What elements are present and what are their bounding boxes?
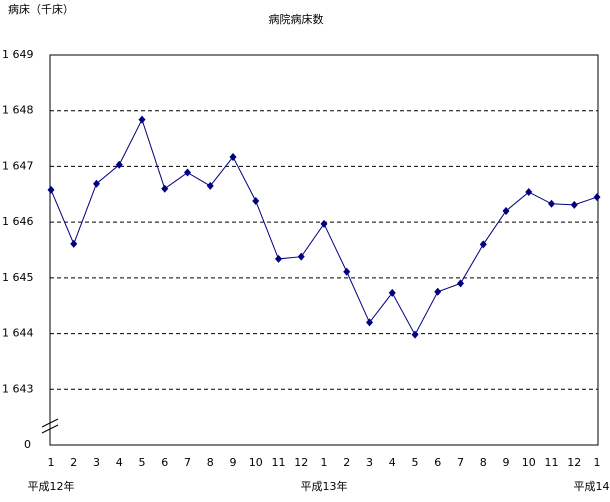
x-tick-label: 5 — [412, 456, 419, 469]
x-tick-label: 9 — [503, 456, 510, 469]
marker — [320, 219, 328, 228]
x-tick-label: 1 — [594, 456, 601, 469]
marker — [570, 200, 578, 209]
marker — [161, 184, 169, 193]
x-tick-label: 9 — [230, 456, 237, 469]
x-tick-label: 11 — [272, 456, 286, 469]
marker — [502, 207, 510, 215]
x-group-label: 平成14年 — [574, 479, 610, 493]
marker — [93, 179, 100, 188]
marker — [138, 115, 146, 124]
x-tick-label: 4 — [116, 456, 123, 469]
marker — [411, 330, 419, 339]
marker — [434, 287, 442, 296]
x-tick-label: 1 — [48, 456, 55, 469]
plot-frame — [49, 54, 599, 446]
x-tick-label: 10 — [522, 456, 536, 469]
marker — [366, 318, 373, 327]
x-tick-label: 7 — [457, 456, 464, 469]
marker — [479, 240, 487, 249]
x-tick-label: 6 — [434, 456, 441, 469]
x-tick-label: 2 — [70, 456, 77, 469]
x-tick-label: 3 — [93, 456, 100, 469]
x-tick-label: 12 — [567, 456, 581, 469]
y-axis-label: 病床（千床） — [8, 2, 74, 16]
x-group-label: 平成13年 — [301, 479, 348, 493]
x-tick-label: 4 — [389, 456, 396, 469]
y-tick-label: 1 649 — [2, 48, 34, 61]
x-tick-label: 2 — [343, 456, 350, 469]
marker — [70, 239, 78, 248]
y-tick-label: 1 648 — [2, 104, 34, 117]
marker — [457, 279, 464, 288]
marker — [297, 252, 305, 261]
x-tick-label: 8 — [480, 456, 487, 469]
marker — [184, 168, 191, 177]
marker — [115, 160, 123, 169]
marker — [548, 199, 555, 208]
y-tick-label: 1 646 — [2, 215, 34, 228]
x-tick-label: 11 — [545, 456, 559, 469]
marker — [206, 181, 214, 190]
y-tick-label: 0 — [24, 438, 31, 451]
marker — [388, 288, 396, 297]
x-group-label: 平成12年 — [28, 479, 75, 493]
marker — [525, 188, 533, 197]
marker — [47, 185, 55, 194]
x-tick-label: 10 — [249, 456, 263, 469]
x-tick-label: 1 — [321, 456, 328, 469]
y-tick-label: 1 644 — [2, 327, 34, 340]
axis-break — [41, 418, 59, 434]
y-tick-label: 1 645 — [2, 271, 34, 284]
marker — [343, 267, 351, 276]
x-tick-label: 5 — [139, 456, 146, 469]
x-tick-label: 7 — [184, 456, 191, 469]
marker — [275, 254, 282, 263]
y-tick-label: 1 647 — [2, 159, 34, 172]
x-tick-label: 12 — [294, 456, 308, 469]
x-tick-label: 6 — [161, 456, 168, 469]
x-tick-label: 3 — [366, 456, 373, 469]
y-tick-label: 1 643 — [2, 382, 34, 395]
chart-title: 病院病床数 — [269, 12, 324, 26]
marker — [252, 196, 260, 205]
x-tick-label: 8 — [207, 456, 214, 469]
marker — [229, 152, 237, 161]
marker — [593, 193, 601, 202]
